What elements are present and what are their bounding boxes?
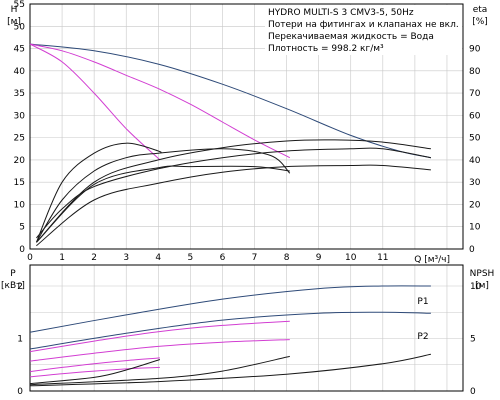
eta-tick-label: 70	[469, 89, 481, 99]
npsh-tick-label: 0	[470, 387, 476, 397]
x-tick-label: 6	[220, 253, 226, 263]
y-tick-label: 55	[14, 0, 25, 10]
eta-tick-label: 20	[469, 200, 481, 210]
x-tick-label: 0	[27, 253, 33, 263]
head-curve-0	[29, 43, 432, 159]
x-tick-label: 3	[123, 253, 129, 263]
y-tick-label: 50	[14, 22, 26, 32]
x-tick-label: 8	[284, 253, 290, 263]
head-curve-2	[29, 43, 161, 161]
eta-curve-6	[35, 142, 162, 243]
x-tick-label: 9	[316, 253, 322, 263]
eta-tick-label: 80	[469, 67, 481, 77]
x-tick-label: 10	[345, 253, 357, 263]
eta-tick-label: 30	[469, 178, 481, 188]
head-curve-3	[36, 147, 431, 239]
eta-curve-7	[36, 165, 290, 243]
y-tick-label: 30	[14, 111, 26, 121]
series-label-p2: P2	[417, 332, 428, 342]
eta-curve-5	[36, 139, 431, 243]
power-curve-2	[29, 320, 290, 353]
y-tick-label: 15	[14, 178, 25, 188]
eta-tick-label: 40	[469, 156, 481, 166]
power-curve-1	[29, 311, 431, 350]
head-efficiency-panel: 0510152025303540455055010203040506070809…	[7, 0, 488, 265]
x-tick-label: 5	[188, 253, 194, 263]
x-tick-label: 7	[252, 253, 258, 263]
npsh-axis-unit: [м]	[475, 281, 489, 291]
power-tick-label: 1	[17, 335, 23, 345]
power-axis-label: P	[10, 269, 16, 279]
npsh-curve-7	[29, 355, 290, 386]
power-npsh-panel: 0 1 2 0 5 10 P [кВт] NPSH [м] P1 P2	[1, 264, 495, 397]
chart-note: Перекачиваемая жидкость = Вода	[268, 32, 434, 42]
head-curve-4	[35, 148, 291, 243]
eta-axis-unit: [%]	[472, 17, 488, 27]
npsh-curve-8	[29, 359, 161, 385]
chart-note: Плотность = 998.2 кг/м³	[268, 44, 384, 54]
npsh-axis-label: NPSH	[470, 269, 495, 279]
y-tick-label: 45	[14, 45, 25, 55]
power-curve-5	[29, 366, 160, 378]
y-tick-label: 25	[14, 134, 25, 144]
y-axis-label: H	[11, 5, 18, 15]
x-tick-label: 4	[155, 253, 161, 263]
y-tick-label: 35	[14, 89, 25, 99]
npsh-tick-label: 10	[470, 282, 482, 292]
eta-tick-label: 90	[469, 45, 481, 55]
eta-tick-label: 50	[469, 134, 481, 144]
power-axis-unit: [кВт]	[1, 281, 25, 291]
power-tick-label: 0	[17, 387, 23, 397]
eta-tick-label: 60	[469, 111, 481, 121]
eta-tick-label: 10	[469, 223, 481, 233]
y-axis-unit: [м]	[7, 17, 21, 27]
chart-title: HYDRO MULTI-S 3 CMV3-5, 50Hz	[268, 8, 414, 18]
eta-tick-label: 0	[469, 245, 475, 255]
power-curve-4	[29, 357, 160, 373]
y-tick-label: 0	[19, 245, 25, 255]
plot-frame	[29, 264, 464, 392]
power-curve-3	[29, 339, 290, 362]
eta-axis-label: eta	[473, 5, 488, 15]
power-curve-0	[29, 285, 431, 333]
eta-curve-8	[36, 164, 431, 247]
chart-note: Потери на фитингах и клапанах не вкл.	[268, 20, 459, 30]
npsh-tick-label: 5	[470, 335, 476, 345]
x-tick-label: 2	[91, 253, 97, 263]
x-axis-label: Q [м³/ч]	[414, 255, 450, 265]
power-tick-label: 2	[17, 282, 23, 292]
y-tick-label: 20	[14, 156, 26, 166]
y-tick-label: 10	[14, 200, 26, 210]
npsh-curve-6	[29, 353, 431, 387]
plot-frame	[29, 3, 464, 250]
y-tick-label: 40	[14, 67, 26, 77]
series-label-p1: P1	[417, 297, 428, 307]
annotation-box	[265, 5, 462, 55]
y-tick-label: 5	[19, 223, 25, 233]
x-tick-label: 1	[59, 253, 65, 263]
head-curve-1	[29, 43, 291, 159]
x-tick-label: 11	[377, 253, 388, 263]
